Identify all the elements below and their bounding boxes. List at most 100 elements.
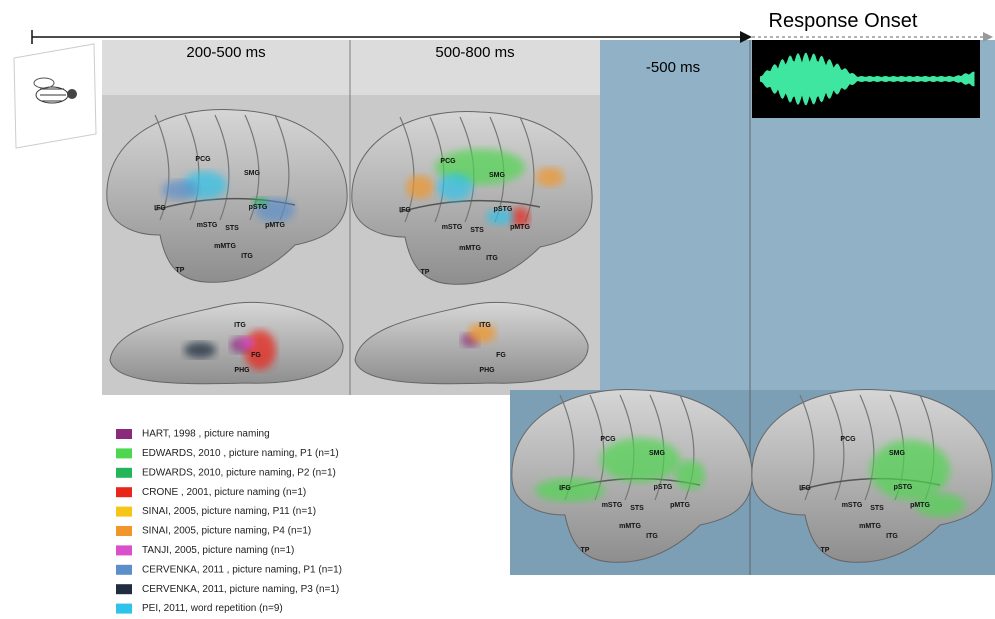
region-label: mSTG [442, 224, 463, 231]
sulcus [799, 394, 815, 501]
region-label: PCG [840, 436, 856, 443]
legend-label: HART, 1998 , picture naming [142, 429, 270, 440]
legend-swatch [116, 467, 132, 478]
window-header [102, 40, 600, 95]
legend-swatch [116, 506, 132, 517]
region-label: mMTG [214, 243, 236, 250]
region-label: SMG [649, 450, 666, 457]
region-label: PCG [195, 156, 211, 163]
activation-region [870, 440, 950, 500]
lateral-brain: PCG SMG IFG pSTG mSTG STS pMTG mMTG ITG TP [351, 111, 593, 285]
arrow-head [983, 32, 993, 42]
sulcus [154, 114, 170, 221]
activation-region [675, 460, 705, 490]
ventral-brain: ITG FG PHG [354, 301, 589, 385]
legend-label: CERVENKA, 2011 , picture naming, P1 (n=1… [142, 564, 342, 575]
arrow-head [740, 31, 752, 43]
sulcus [859, 394, 875, 501]
region-label: mMTG [459, 245, 481, 252]
activation-region [600, 438, 680, 482]
region-label: FG [496, 352, 506, 359]
activation-region [437, 173, 473, 201]
sulcus [399, 116, 415, 223]
legend-label: CRONE , 2001, picture naming (n=1) [142, 487, 306, 498]
activation-region [162, 180, 198, 200]
legend-label: PEI, 2011, word repetition (n=9) [142, 603, 283, 614]
region-label: pSTG [249, 204, 268, 211]
region-label: IFG [399, 207, 411, 214]
region-label: ITG [241, 253, 253, 260]
region-label: TP [421, 269, 430, 276]
region-label: PHG [479, 367, 495, 374]
region-label: IFG [154, 205, 166, 212]
region-label: pSTG [654, 484, 673, 491]
region-label: IFG [799, 485, 811, 492]
activation-region [486, 209, 514, 225]
legend-label: TANJI, 2005, picture naming (n=1) [142, 545, 294, 556]
audio-waveform [760, 52, 975, 106]
activation-region [239, 337, 255, 349]
region-label: ITG [234, 322, 246, 329]
region-label: ITG [886, 533, 898, 540]
legend-label: SINAI, 2005, picture naming, P4 (n=1) [142, 526, 311, 537]
region-label: mSTG [842, 502, 863, 509]
legend-swatch [116, 526, 132, 536]
region-label: STS [870, 505, 884, 512]
activation-region [244, 330, 276, 370]
region-label: TP [176, 267, 185, 274]
region-label: STS [470, 227, 484, 234]
activation-region [252, 197, 268, 207]
region-label: mMTG [859, 523, 881, 530]
activation-region [184, 342, 216, 358]
region-label: PHG [234, 367, 250, 374]
region-label: SMG [489, 172, 506, 179]
region-label: mMTG [619, 523, 641, 530]
sulcus [829, 394, 845, 501]
region-label: ITG [486, 255, 498, 262]
legend-swatch [116, 584, 132, 595]
legend-swatch [116, 545, 132, 556]
region-label: TP [581, 547, 590, 554]
region-label: pMTG [910, 502, 930, 509]
ventral-brain: ITG FG PHG [109, 301, 344, 385]
activation-region [468, 323, 496, 343]
region-label: SMG [889, 450, 906, 457]
region-label: mSTG [602, 502, 623, 509]
legend-label: EDWARDS, 2010 , picture naming, P1 (n=1) [142, 448, 339, 459]
legend-swatch [116, 487, 132, 498]
sylvian-fissure [399, 199, 541, 213]
region-label: ITG [479, 322, 491, 329]
lateral-brain: PCG SMG IFG pSTG mSTG STS pMTG mMTG ITG TP [106, 109, 348, 283]
response-onset-label: Response Onset [769, 10, 918, 32]
region-label: FG [251, 352, 261, 359]
sulcus [244, 114, 260, 221]
sulcus [519, 116, 535, 223]
stimulus-picture [13, 43, 97, 149]
region-label: IFG [559, 485, 571, 492]
region-label: SMG [244, 170, 261, 177]
activation-region [536, 167, 564, 187]
region-label: PCG [600, 436, 616, 443]
window-label: 200-500 ms [186, 44, 265, 61]
activation-region [535, 478, 605, 502]
activation-region [510, 207, 530, 227]
region-label: STS [225, 225, 239, 232]
region-label: TP [821, 547, 830, 554]
region-label: pSTG [894, 484, 913, 491]
activation-region [406, 175, 434, 199]
activation-region [915, 493, 965, 517]
region-label: STS [630, 505, 644, 512]
legend-swatch [116, 564, 132, 575]
sulcus [214, 114, 230, 221]
legend-label: EDWARDS, 2010, picture naming, P2 (n=1) [142, 467, 336, 478]
region-label: PCG [440, 158, 456, 165]
lateral-brain: PCG SMG IFG pSTG mSTG STS pMTG mMTG ITG TP [511, 389, 753, 563]
region-label: pMTG [670, 502, 690, 509]
region-label: mSTG [197, 222, 218, 229]
sulcus [184, 114, 200, 221]
region-label: ITG [646, 533, 658, 540]
legend-label: CERVENKA, 2011, picture naming, P3 (n=1) [142, 584, 339, 595]
region-label: pMTG [265, 222, 285, 229]
